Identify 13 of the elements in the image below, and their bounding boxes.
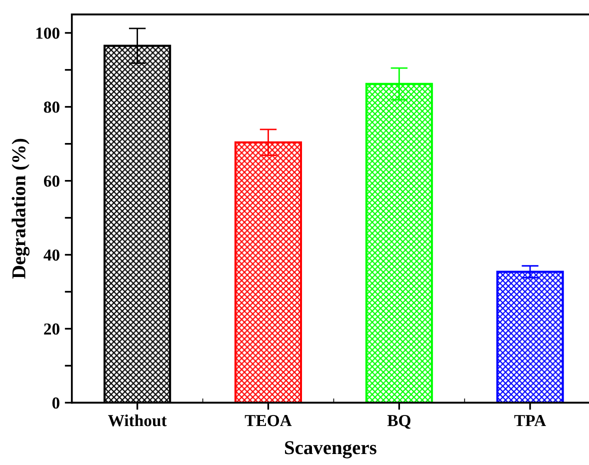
x-tick-label: TEOA	[244, 415, 292, 426]
y-tick-label: 20	[44, 323, 60, 335]
y-tick-label: 0	[52, 397, 60, 409]
y-tick-label: 60	[44, 176, 60, 187]
y-tick-label: 40	[44, 249, 60, 261]
y-axis-title: Degradation (%)	[12, 138, 30, 279]
x-axis-title: Scavengers	[285, 441, 376, 458]
x-tick-label: Without	[108, 414, 167, 426]
bar	[496, 270, 564, 403]
x-tick-label: TPA	[514, 415, 546, 426]
y-tick-label: 100	[36, 28, 60, 39]
y-tick-label: 80	[44, 102, 60, 113]
x-tick-label: BQ	[387, 415, 410, 429]
